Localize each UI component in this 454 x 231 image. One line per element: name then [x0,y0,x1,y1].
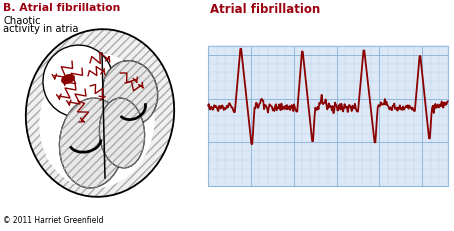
Ellipse shape [39,54,155,188]
Ellipse shape [62,75,74,83]
Ellipse shape [26,29,174,197]
Ellipse shape [59,98,124,188]
Text: B. Atrial fibrillation: B. Atrial fibrillation [3,3,120,13]
Bar [208,46,448,186]
Text: © 2011 Harriet Greenfield: © 2011 Harriet Greenfield [3,216,104,225]
Text: Atrial fibrillation: Atrial fibrillation [210,3,320,16]
Text: Chaotic: Chaotic [3,16,40,26]
Text: activity in atria: activity in atria [3,24,79,34]
Ellipse shape [43,45,113,117]
Ellipse shape [99,98,145,168]
Ellipse shape [102,61,158,125]
